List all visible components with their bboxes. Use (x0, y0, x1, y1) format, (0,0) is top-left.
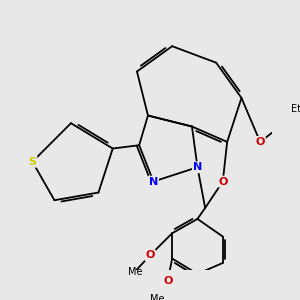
Text: O: O (163, 275, 172, 286)
Text: O: O (218, 176, 227, 187)
Text: O: O (256, 137, 265, 147)
Text: Me: Me (128, 267, 142, 277)
Text: O: O (146, 250, 155, 260)
Text: N: N (193, 162, 202, 172)
Text: Me: Me (149, 294, 164, 300)
Text: N: N (149, 176, 158, 187)
Text: Et: Et (292, 104, 300, 114)
Text: S: S (28, 157, 36, 167)
